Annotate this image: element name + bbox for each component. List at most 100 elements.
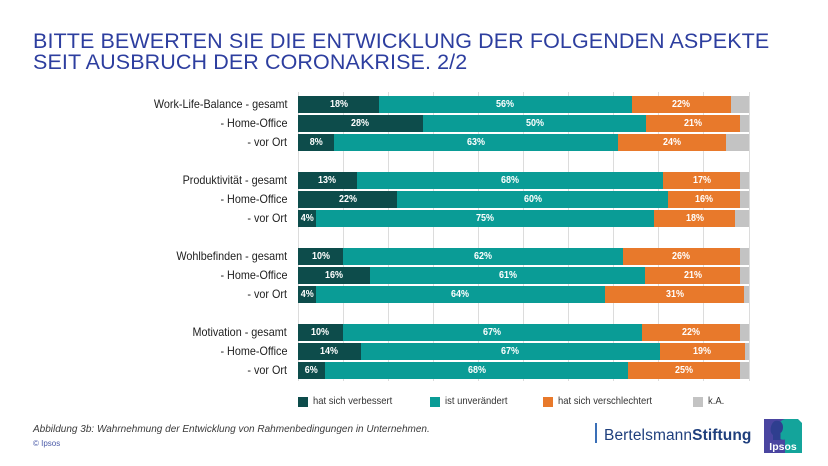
data-label-suffix: % (305, 213, 314, 224)
data-label-suffix: % (533, 194, 542, 205)
data-label-suffix: % (321, 251, 330, 262)
data-label: 10% (312, 248, 330, 265)
gridline (297, 92, 299, 381)
data-label: 4% (301, 210, 314, 227)
bar-segment-improved: 10% (298, 248, 344, 265)
gridline (432, 92, 434, 381)
bar-segment-no-answer (739, 172, 749, 189)
data-label-value: 26 (672, 251, 683, 262)
data-label-value: 56 (496, 99, 507, 110)
data-label: 21% (684, 115, 702, 132)
data-label: 13% (318, 172, 336, 189)
data-label-suffix: % (361, 118, 370, 129)
data-label: 68% (468, 362, 486, 379)
data-label-value: 22 (672, 99, 683, 110)
data-label-value: 14 (320, 346, 331, 357)
bar-segment-unchanged: 60% (397, 191, 668, 208)
bar-segment-worsened: 24% (618, 134, 727, 151)
copyright-notice: © Ipsos (33, 439, 61, 448)
data-label-value: 75 (476, 213, 487, 224)
data-label-value: 19 (693, 346, 704, 357)
bar-segment-worsened: 21% (646, 115, 741, 132)
data-label: 14% (320, 343, 338, 360)
data-label-value: 8 (309, 137, 315, 148)
legend-swatch-unchanged (430, 397, 440, 407)
data-label: 50% (526, 115, 544, 132)
data-label: 56% (496, 96, 514, 113)
data-label: 22% (672, 96, 690, 113)
data-label: 18% (330, 96, 348, 113)
bar-segment-improved: 8% (298, 134, 335, 151)
row-label: Work-Life-Balance - gesamt (153, 97, 287, 111)
data-label: 68% (501, 172, 519, 189)
bar-segment-no-answer (735, 210, 749, 227)
data-label-suffix: % (330, 346, 339, 357)
legend-label-worsened: hat sich verschlechtert (558, 395, 653, 407)
data-label-suffix: % (703, 346, 712, 357)
legend-swatch-worsened (543, 397, 553, 407)
bertelsmann-logo-bold: Stiftung (692, 427, 752, 444)
legend-label-unchanged: ist unverändert (445, 395, 508, 407)
data-label-suffix: % (691, 327, 700, 338)
data-label-suffix: % (305, 289, 314, 300)
data-label-suffix: % (682, 99, 691, 110)
data-label-suffix: % (483, 251, 492, 262)
row-label: - vor Ort (247, 363, 287, 377)
data-label: 62% (474, 248, 492, 265)
data-label-value: 25 (675, 365, 686, 376)
data-label: 16% (325, 267, 343, 284)
data-label-value: 18 (685, 213, 696, 224)
bar-segment-no-answer (740, 362, 749, 379)
data-label: 22% (339, 191, 357, 208)
row-label: Motivation - gesamt (192, 325, 287, 339)
bar-segment-improved: 13% (298, 172, 357, 189)
bertelsmann-logo-regular: Bertelsmann (604, 427, 693, 444)
data-label-value: 24 (663, 137, 674, 148)
bar-segment-unchanged: 68% (356, 172, 664, 189)
bar-segment-worsened: 22% (641, 324, 741, 341)
row-label: Wohlbefinden - gesamt (176, 249, 287, 263)
data-label-suffix: % (694, 118, 703, 129)
data-label: 64% (451, 286, 469, 303)
bar-segment-improved: 28% (298, 115, 424, 132)
data-label-value: 68 (500, 175, 511, 186)
row-label: - Home-Office (219, 268, 287, 282)
data-label-value: 64 (451, 289, 462, 300)
bar-segment-improved: 4% (298, 210, 317, 227)
data-label-value: 68 (467, 365, 478, 376)
row-label: - Home-Office (219, 344, 287, 358)
bar-segment-no-answer (740, 324, 749, 341)
gridline (568, 92, 570, 381)
data-label-value: 67 (483, 327, 494, 338)
bar-segment-worsened: 21% (645, 267, 740, 284)
bar-segment-no-answer (744, 343, 749, 360)
bar-segment-worsened: 18% (654, 210, 736, 227)
data-label-suffix: % (493, 327, 502, 338)
title-line-2: SEIT AUSBRUCH DER CORONAKRISE. 2/2 (33, 50, 468, 74)
data-label: 21% (684, 267, 702, 284)
data-label-suffix: % (511, 346, 520, 357)
data-label: 60% (524, 191, 542, 208)
data-label-suffix: % (685, 365, 694, 376)
bar-segment-improved: 4% (298, 286, 317, 303)
data-label-suffix: % (682, 251, 691, 262)
data-label-suffix: % (535, 118, 544, 129)
bar-segment-improved: 22% (298, 191, 398, 208)
bar-segment-unchanged: 63% (334, 134, 619, 151)
data-label-suffix: % (314, 137, 323, 148)
bar-segment-improved: 6% (298, 362, 325, 379)
bar-segment-improved: 18% (298, 96, 380, 113)
data-label-value: 21 (684, 118, 695, 129)
legend-label-no-answer: k.A. (708, 395, 725, 407)
bar-segment-no-answer (740, 115, 749, 132)
data-label-value: 22 (338, 194, 349, 205)
data-label: 19% (693, 343, 711, 360)
data-label-suffix: % (693, 270, 702, 281)
bar-segment-improved: 16% (298, 267, 371, 284)
data-label-suffix: % (335, 270, 344, 281)
data-label-suffix: % (704, 194, 713, 205)
data-label-value: 50 (525, 118, 536, 129)
data-label: 4% (301, 286, 314, 303)
gridline (658, 92, 660, 381)
data-label: 24% (663, 134, 681, 151)
